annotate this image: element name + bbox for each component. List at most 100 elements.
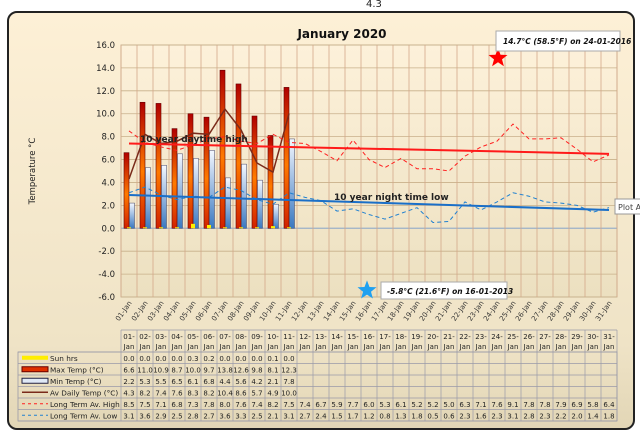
record-high-callout: [495, 30, 621, 52]
min-temp-bar: [225, 177, 231, 229]
min-temp-bar: [257, 179, 263, 229]
y-tick-label: 10.0: [96, 110, 115, 120]
table-cell: 13.8: [217, 366, 233, 374]
table-cell: 0.0: [283, 355, 294, 363]
table-header-month: Jan: [411, 343, 423, 351]
table-row-label: Long Term Av. High: [50, 400, 120, 409]
y-tick-label: -6.0: [98, 293, 115, 303]
table-header-day: 17-: [379, 333, 391, 341]
table-cell: 0.3: [187, 355, 198, 363]
sun-hrs-bar: [287, 227, 291, 229]
table-header-day: 23-: [475, 333, 487, 341]
table-header-month: Jan: [507, 343, 519, 351]
table-cell: 6.8: [171, 401, 182, 409]
trendline: [128, 142, 610, 155]
max-temp-bar: [283, 87, 290, 229]
y-tick-label: 8.0: [101, 133, 115, 143]
table-cell: 2.7: [299, 412, 310, 420]
table-cell: 4.4: [219, 378, 231, 386]
table-header-month: Jan: [171, 343, 183, 351]
table-header-month: Jan: [427, 343, 439, 351]
table-cell: 8.3: [187, 389, 198, 397]
table-cell: 4.3: [123, 389, 134, 397]
record-low-star-icon: [357, 280, 377, 299]
table-cell: 5.0: [443, 401, 454, 409]
table-cell: 7.8: [283, 378, 294, 386]
table-header-day: 05-: [187, 333, 199, 341]
min-temp-bar: [289, 138, 295, 229]
table-cell: 7.6: [235, 401, 247, 409]
sun-hrs-bar: [191, 223, 195, 229]
table-cell: 1.5: [331, 412, 342, 420]
max-temp-bar: [171, 128, 178, 229]
sun-hrs-bar: [127, 227, 131, 229]
table-cell: 1.2: [363, 412, 374, 420]
table-row-label: Max Temp (°C): [50, 365, 104, 374]
table-cell: 8.6: [235, 389, 247, 397]
table-cell: 5.2: [411, 401, 422, 409]
legend-key-max: [21, 366, 49, 373]
table-header-day: 28-: [555, 333, 567, 341]
table-cell: 0.0: [251, 355, 262, 363]
table-row-label: Min Temp (°C): [50, 377, 102, 386]
table-header-day: 21-: [443, 333, 455, 341]
table-header-month: Jan: [395, 343, 407, 351]
table-cell: 6.3: [459, 401, 470, 409]
table-row-label: Av Daily Temp (°C): [50, 388, 118, 397]
table-cell: 0.5: [427, 412, 438, 420]
trendline-label-low: 10 year night time low: [334, 193, 449, 203]
table-header-day: 24-: [491, 333, 503, 341]
table-cell: 5.7: [251, 389, 262, 397]
table-cell: 6.6: [123, 366, 135, 374]
table-cell: 0.0: [139, 355, 150, 363]
table-cell: 12.3: [281, 366, 297, 374]
table-cell: 3.6: [219, 412, 231, 420]
table-row-label: Sun hrs: [50, 354, 78, 363]
table-cell: 7.1: [155, 401, 166, 409]
table-header-day: 22-: [459, 333, 471, 341]
table-header-day: 20-: [427, 333, 439, 341]
table-cell: 7.7: [347, 401, 358, 409]
min-temp-bar: [193, 158, 199, 229]
table-cell: 2.0: [571, 412, 582, 420]
table-cell: 7.4: [299, 401, 311, 409]
y-tick-label: -4.0: [98, 270, 115, 280]
table-cell: 7.5: [283, 401, 294, 409]
sun-hrs-bar: [143, 227, 147, 229]
y-axis-label: Temperature °C: [28, 138, 38, 206]
table-header-month: Jan: [331, 343, 343, 351]
table-cell: 2.8: [187, 412, 198, 420]
table-cell: 6.9: [571, 401, 582, 409]
min-temp-bar: [209, 150, 215, 229]
table-cell: 0.6: [443, 412, 455, 420]
sun-hrs-bar: [223, 227, 227, 229]
y-tick-label: -2.0: [98, 247, 115, 257]
table-header-day: 09-: [251, 333, 263, 341]
max-temp-bar: [123, 152, 130, 229]
max-temp-bar: [251, 115, 258, 229]
max-temp-bar: [155, 103, 162, 229]
table-cell: 2.1: [267, 412, 278, 420]
table-cell: 0.0: [235, 355, 246, 363]
record-high-star-icon: [488, 48, 508, 67]
table-cell: 2.2: [555, 412, 566, 420]
table-cell: 4.9: [267, 389, 278, 397]
table-header-month: Jan: [203, 343, 215, 351]
table-cell: 7.5: [139, 401, 150, 409]
min-temp-bar: [129, 202, 135, 229]
long-term-high-line: [128, 123, 610, 172]
y-tick-label: 14.0: [96, 64, 115, 74]
table-cell: 9.8: [251, 366, 262, 374]
table-cell: 7.4: [155, 389, 167, 397]
table-header-month: Jan: [571, 343, 583, 351]
table-row-label: Long Term Av. Low: [50, 411, 117, 420]
table-cell: 0.0: [123, 355, 134, 363]
table-cell: 12.6: [233, 366, 249, 374]
table-header-month: Jan: [123, 343, 135, 351]
sun-hrs-bar: [207, 224, 211, 229]
max-temp-bar: [139, 101, 146, 229]
y-tick-label: 6.0: [101, 156, 115, 166]
table-cell: 3.1: [507, 412, 518, 420]
table-header-month: Jan: [155, 343, 167, 351]
min-temp-bar: [177, 153, 183, 229]
